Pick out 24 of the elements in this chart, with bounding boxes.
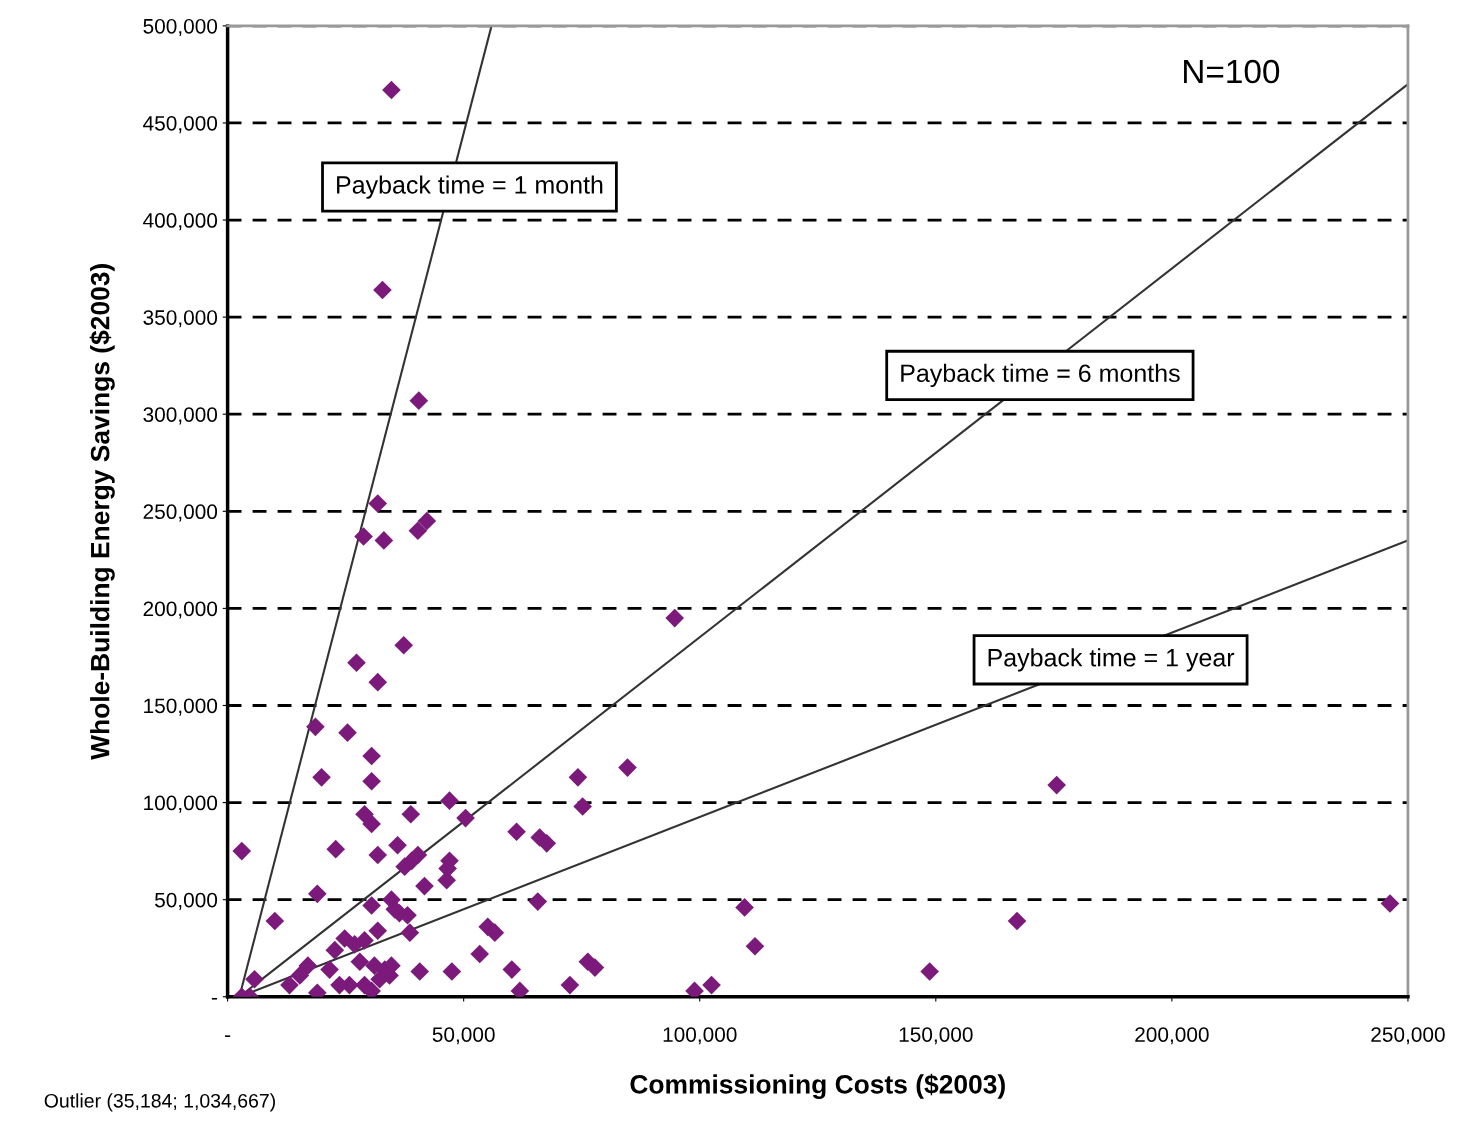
y-axis-title: Whole-Building Energy Savings ($2003) — [89, 264, 115, 760]
y-tick-label: 250,000 — [143, 504, 218, 522]
y-tick-label: - — [211, 997, 217, 1000]
y-tick-label: 400,000 — [143, 213, 218, 231]
y-tick-label: 50,000 — [155, 892, 218, 910]
x-tick-label: 100,000 — [663, 1027, 737, 1045]
annotation: Payback time = 1 year — [988, 648, 1235, 672]
annotation: Payback time = 1 month — [337, 175, 603, 199]
y-tick-label: 500,000 — [143, 18, 218, 37]
text: Outlier (35,184; 1,034,667) — [44, 1093, 275, 1112]
y-tick-label: 200,000 — [143, 601, 218, 619]
y-tick-label: 100,000 — [144, 795, 218, 813]
x-axis-title: Commissioning Costs ($2003) — [630, 1073, 1005, 1099]
y-tick-label: 350,000 — [143, 310, 218, 328]
y-tick-label: 450,000 — [143, 115, 218, 134]
x-tick-label: - — [225, 1035, 231, 1037]
x-tick-label: 200,000 — [1135, 1027, 1209, 1045]
x-tick-label: 250,000 — [1371, 1027, 1445, 1045]
y-tick-label: 300,000 — [143, 407, 218, 425]
y-tick-label: 150,000 — [144, 698, 218, 716]
annotation: Payback time = 6 months — [901, 363, 1180, 388]
x-tick-label: 50,000 — [432, 1027, 495, 1045]
annotation: N=100 — [1184, 59, 1280, 84]
x-tick-label: 150,000 — [899, 1027, 973, 1045]
